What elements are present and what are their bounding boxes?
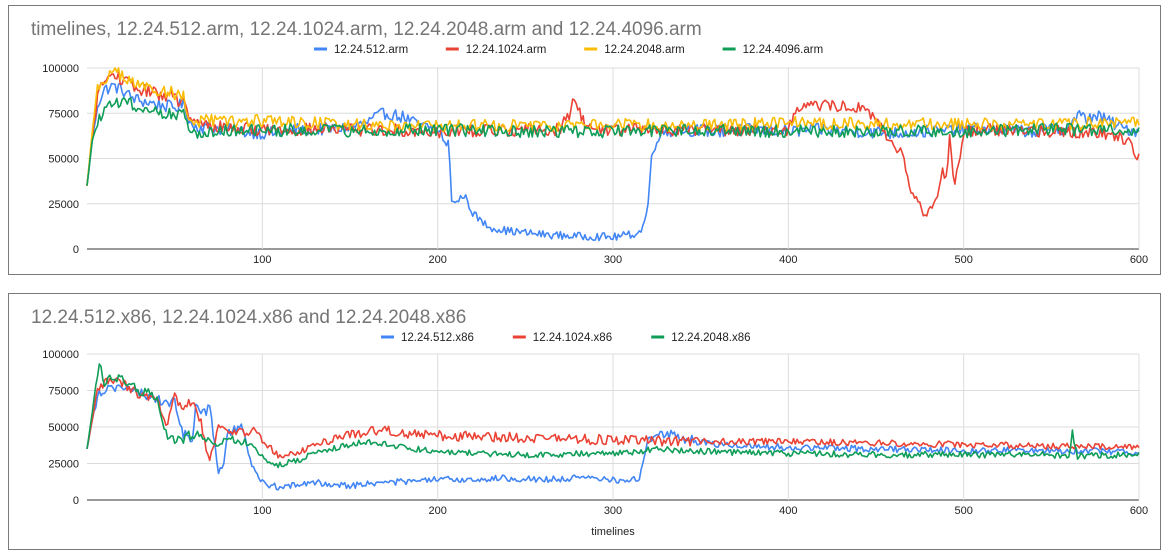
legend-item: 12.24.512.x86: [381, 332, 474, 344]
x-tick-label: 400: [779, 505, 797, 517]
chart-title: 12.24.512.x86, 12.24.1024.x86 and 12.24.…: [31, 307, 466, 328]
x-tick-label: 600: [1130, 254, 1148, 266]
x-tick-label: 100: [253, 505, 271, 517]
legend-item: 12.24.2048.arm: [584, 44, 685, 56]
y-tick-label: 50000: [48, 154, 79, 166]
x-tick-label: 400: [779, 254, 797, 266]
y-tick-label: 75000: [48, 386, 79, 398]
gridlines: [87, 67, 1140, 250]
chart-panel-x86: 12.24.512.x86, 12.24.1024.x86 and 12.24.…: [8, 293, 1161, 550]
legend-label: 12.24.512.x86: [401, 332, 474, 344]
gridlines: [87, 353, 1140, 501]
y-tick-label: 75000: [48, 108, 79, 120]
chart-arm: timelines, 12.24.512.arm, 12.24.1024.arm…: [31, 19, 1148, 266]
x-tick-label: 500: [954, 505, 972, 517]
series-line: [86, 384, 1140, 491]
chart-panel-arm: timelines, 12.24.512.arm, 12.24.1024.arm…: [8, 5, 1161, 275]
legend-label: 12.24.512.arm: [334, 44, 408, 56]
x-tick-label: 500: [954, 254, 972, 266]
series-line: [86, 67, 1140, 186]
y-tick-label: 100000: [42, 63, 79, 75]
legend-label: 12.24.2048.x86: [671, 332, 750, 344]
y-tick-label: 100000: [42, 349, 79, 361]
y-tick-label: 50000: [48, 422, 79, 434]
legend-label: 12.24.4096.arm: [743, 44, 824, 56]
legend-label: 12.24.1024.arm: [466, 44, 547, 56]
x-tick-label: 300: [604, 254, 622, 266]
chart-title: timelines, 12.24.512.arm, 12.24.1024.arm…: [31, 19, 702, 40]
chart-x86: 12.24.512.x86, 12.24.1024.x86 and 12.24.…: [31, 307, 1148, 538]
series-line: [86, 363, 1140, 469]
legend-item: 12.24.512.arm: [314, 44, 408, 56]
x-tick-label: 200: [428, 505, 446, 517]
x-axis-label: timelines: [591, 526, 635, 538]
x-tick-label: 300: [604, 505, 622, 517]
x-tick-label: 100: [253, 254, 271, 266]
legend-item: 12.24.1024.arm: [445, 44, 547, 56]
legend-item: 12.24.1024.x86: [512, 332, 612, 344]
y-tick-label: 0: [73, 495, 79, 507]
y-tick-label: 0: [73, 244, 79, 256]
y-tick-label: 25000: [48, 459, 79, 471]
x-tick-label: 200: [428, 254, 446, 266]
legend-label: 12.24.1024.x86: [533, 332, 612, 344]
series-line: [86, 97, 1140, 186]
legend-item: 12.24.2048.x86: [651, 332, 750, 344]
x-tick-label: 600: [1130, 505, 1148, 517]
legend-label: 12.24.2048.arm: [604, 44, 685, 56]
legend-item: 12.24.4096.arm: [722, 44, 824, 56]
series-line: [86, 377, 1140, 462]
y-tick-label: 25000: [48, 199, 79, 211]
